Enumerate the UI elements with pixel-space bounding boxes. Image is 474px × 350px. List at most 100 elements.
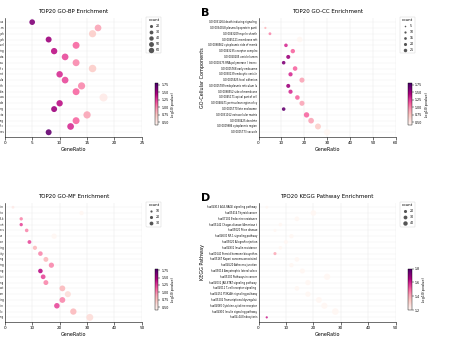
Point [39, 274, 47, 280]
Point [59, 297, 66, 303]
X-axis label: GeneRatio: GeneRatio [61, 332, 86, 337]
Point [67, 124, 74, 129]
Point [50, 233, 58, 239]
Point [280, 106, 287, 112]
Point [323, 274, 331, 280]
Point [263, 315, 271, 320]
Point [94, 25, 102, 31]
Point [42, 280, 50, 285]
Point [50, 48, 58, 54]
Point [277, 245, 284, 251]
Point [78, 83, 85, 89]
Point [266, 31, 274, 36]
Point [293, 286, 301, 291]
Point [292, 66, 299, 71]
Point [280, 60, 287, 65]
Text: B: B [201, 8, 209, 18]
Y-axis label: KEGG Pathway: KEGG Pathway [200, 244, 205, 280]
Point [23, 228, 30, 233]
Point [59, 286, 66, 291]
Legend: 20, 30, 40: 20, 30, 40 [400, 202, 415, 227]
Point [18, 222, 25, 228]
Point [289, 48, 297, 54]
Point [73, 118, 80, 124]
Point [47, 262, 55, 268]
Point [56, 100, 64, 106]
Point [64, 292, 72, 297]
Point [61, 54, 69, 60]
Point [45, 130, 53, 135]
Point [331, 309, 339, 314]
Legend: 5, 10, 15, 20, 25: 5, 10, 15, 20, 25 [400, 17, 415, 54]
Point [271, 228, 279, 233]
Point [73, 42, 80, 48]
Point [26, 239, 33, 245]
Point [36, 268, 44, 274]
Y-axis label: -log10(pvalue): -log10(pvalue) [171, 91, 175, 117]
Point [298, 100, 306, 106]
X-axis label: GeneRatio: GeneRatio [61, 147, 86, 152]
Text: D: D [201, 193, 210, 203]
Point [304, 280, 312, 285]
Point [263, 204, 271, 210]
Y-axis label: -log10(pvalue): -log10(pvalue) [422, 276, 426, 302]
Point [314, 124, 322, 129]
Point [89, 31, 96, 36]
Y-axis label: -log10(pvalue): -log10(pvalue) [425, 91, 428, 117]
Point [73, 89, 80, 95]
Point [298, 77, 306, 83]
X-axis label: GeneRatio: GeneRatio [314, 147, 340, 152]
Point [50, 106, 58, 112]
Point [323, 130, 331, 135]
Point [307, 118, 315, 124]
Y-axis label: GO-Cellular Components: GO-Cellular Components [200, 47, 205, 107]
Point [296, 37, 303, 42]
Point [31, 245, 39, 251]
Point [18, 216, 25, 222]
Point [293, 257, 301, 262]
Point [299, 268, 306, 274]
Point [100, 95, 107, 100]
Point [56, 71, 64, 77]
Point [303, 112, 310, 118]
Title: TOP20 GO-CC Enrichment: TOP20 GO-CC Enrichment [292, 9, 363, 14]
Point [304, 292, 312, 297]
Point [83, 112, 91, 118]
Point [28, 19, 36, 25]
Title: TOP20 GO-BP Enrichment: TOP20 GO-BP Enrichment [38, 9, 109, 14]
Point [259, 19, 267, 25]
Title: TPO20 KEGG Pathway Enrichment: TPO20 KEGG Pathway Enrichment [281, 194, 374, 200]
Point [9, 204, 17, 210]
Y-axis label: -log10(pvalue): -log10(pvalue) [171, 276, 175, 302]
Point [70, 309, 77, 314]
Point [61, 77, 69, 83]
Title: TOP20 GO-MF Enrichment: TOP20 GO-MF Enrichment [38, 194, 109, 200]
Point [284, 83, 292, 89]
Legend: 10, 20, 30: 10, 20, 30 [146, 202, 161, 227]
Point [320, 303, 328, 309]
Point [282, 42, 290, 48]
Point [315, 297, 323, 303]
Point [310, 210, 317, 216]
Point [271, 251, 279, 257]
Point [277, 222, 284, 228]
Point [284, 54, 292, 60]
X-axis label: GeneRatio: GeneRatio [314, 332, 340, 337]
Point [53, 303, 61, 309]
Point [45, 37, 53, 42]
Point [293, 95, 301, 100]
Point [262, 25, 269, 31]
Point [36, 251, 44, 257]
Point [293, 216, 301, 222]
Point [78, 210, 85, 216]
Point [287, 89, 294, 95]
Legend: 20, 30, 40, 50, 60: 20, 30, 40, 50, 60 [146, 17, 161, 54]
Point [73, 60, 80, 65]
Point [288, 233, 295, 239]
Point [86, 315, 93, 320]
Point [89, 66, 96, 71]
Point [282, 239, 290, 245]
Point [287, 71, 294, 77]
Point [42, 257, 50, 262]
Point [288, 262, 295, 268]
